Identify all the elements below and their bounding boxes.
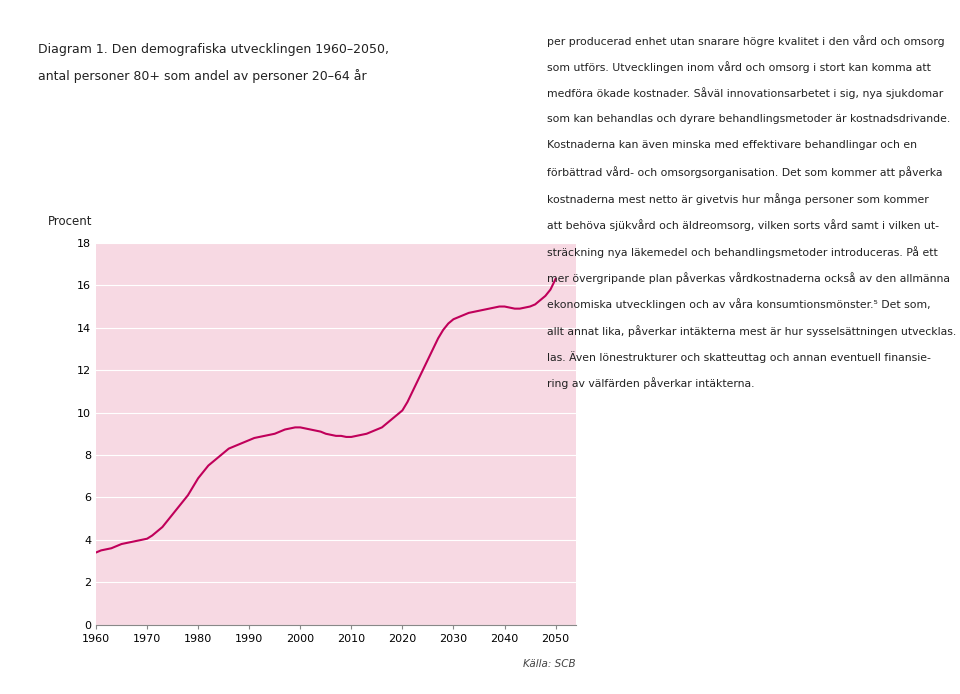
Text: mer övergripande plan påverkas vårdkostnaderna också av den allmänna: mer övergripande plan påverkas vårdkostn… (547, 272, 950, 284)
Text: per producerad enhet utan snarare högre kvalitet i den vård och omsorg: per producerad enhet utan snarare högre … (547, 35, 945, 46)
Text: att behöva sjükvård och äldreomsorg, vilken sorts vård samt i vilken ut-: att behöva sjükvård och äldreomsorg, vil… (547, 219, 939, 231)
Text: Kostnaderna kan även minska med effektivare behandlingar och en: Kostnaderna kan även minska med effektiv… (547, 140, 917, 150)
Text: allt annat lika, påverkar intäkterna mest är hur sysselsättningen utvecklas.: allt annat lika, påverkar intäkterna mes… (547, 325, 956, 337)
Text: Diagram 1. Den demografiska utvecklingen 1960–2050,: Diagram 1. Den demografiska utvecklingen… (38, 42, 390, 56)
Text: som utförs. Utvecklingen inom vård och omsorg i stort kan komma att: som utförs. Utvecklingen inom vård och o… (547, 61, 931, 73)
Text: kostnaderna mest netto är givetvis hur många personer som kommer: kostnaderna mest netto är givetvis hur m… (547, 193, 929, 205)
Text: Källa: SCB: Källa: SCB (523, 659, 576, 669)
Text: las. Även lönestrukturer och skatteuttag och annan eventuell finansie-: las. Även lönestrukturer och skatteuttag… (547, 351, 931, 363)
Text: antal personer 80+ som andel av personer 20–64 år: antal personer 80+ som andel av personer… (38, 69, 367, 83)
Text: sträckning nya läkemedel och behandlingsmetoder introduceras. På ett: sträckning nya läkemedel och behandlings… (547, 246, 938, 257)
Text: medföra ökade kostnader. Såväl innovationsarbetet i sig, nya sjukdomar: medföra ökade kostnader. Såväl innovatio… (547, 87, 944, 99)
Text: Procent: Procent (48, 214, 92, 228)
Text: förbättrad vård- och omsorgsorganisation. Det som kommer att påverka: förbättrad vård- och omsorgsorganisation… (547, 167, 943, 178)
Text: ekonomiska utvecklingen och av våra konsumtionsmönster.⁵ Det som,: ekonomiska utvecklingen och av våra kons… (547, 298, 931, 310)
Text: som kan behandlas och dyrare behandlingsmetoder är kostnadsdrivande.: som kan behandlas och dyrare behandlings… (547, 114, 950, 124)
Text: ring av välfärden påverkar intäkterna.: ring av välfärden påverkar intäkterna. (547, 378, 755, 389)
